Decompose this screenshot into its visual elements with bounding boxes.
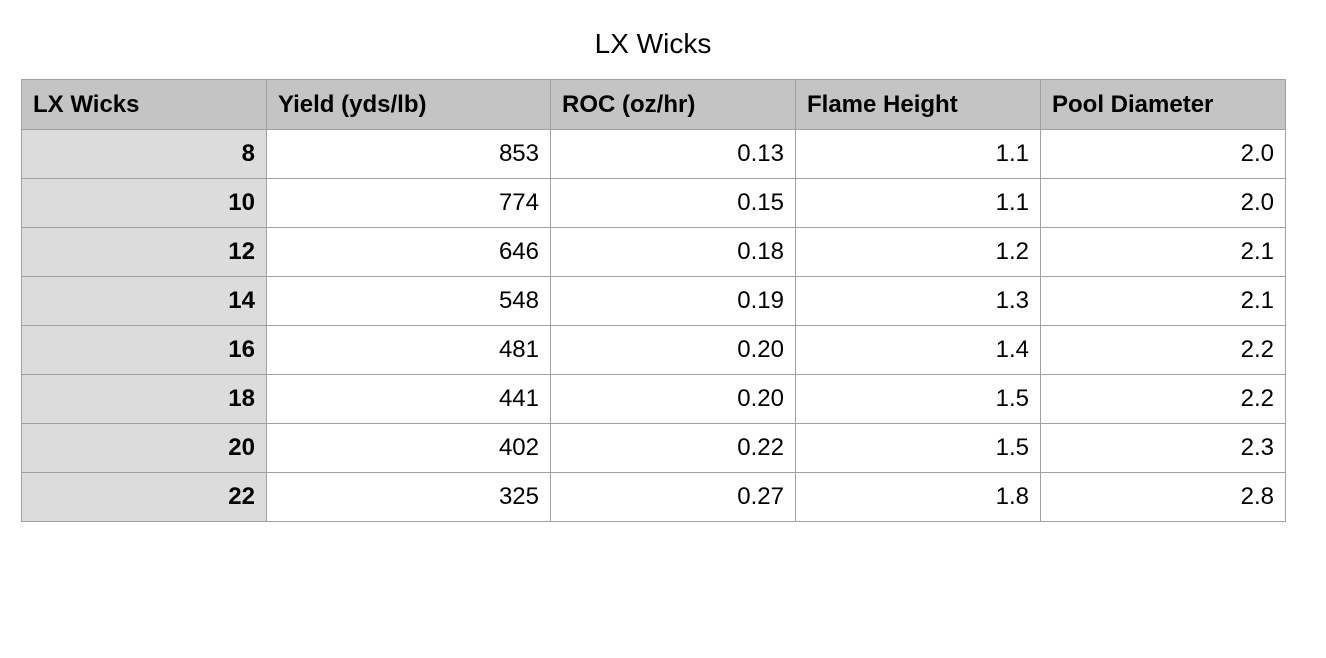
table-row: 18 441 0.20 1.5 2.2	[21, 374, 1286, 424]
table-cell: 481	[266, 325, 551, 375]
column-header: LX Wicks	[21, 79, 267, 130]
table-cell: 1.5	[795, 423, 1041, 473]
table-cell: 2.8	[1040, 472, 1286, 522]
row-header-cell: 18	[21, 374, 267, 424]
row-header-cell: 12	[21, 227, 267, 277]
table-cell: 774	[266, 178, 551, 228]
table-cell: 325	[266, 472, 551, 522]
table-cell: 2.2	[1040, 374, 1286, 424]
table-cell: 0.15	[550, 178, 796, 228]
row-header-cell: 10	[21, 178, 267, 228]
table-cell: 1.1	[795, 178, 1041, 228]
column-header: Pool Diameter	[1040, 79, 1286, 130]
row-header-cell: 16	[21, 325, 267, 375]
table-cell: 402	[266, 423, 551, 473]
table-row: 12 646 0.18 1.2 2.1	[21, 227, 1286, 277]
table-cell: 0.19	[550, 276, 796, 326]
row-header-cell: 14	[21, 276, 267, 326]
table-cell: 1.1	[795, 129, 1041, 179]
table-cell: 853	[266, 129, 551, 179]
column-header: ROC (oz/hr)	[550, 79, 796, 130]
table-body: 8 853 0.13 1.1 2.0 10 774 0.15 1.1 2.0 12 646 0.18 1.…	[21, 129, 1286, 522]
table-cell: 1.8	[795, 472, 1041, 522]
row-header-cell: 20	[21, 423, 267, 473]
table-cell: 2.1	[1040, 276, 1286, 326]
table-cell: 0.13	[550, 129, 796, 179]
header-row: LX Wicks Yield (yds/lb) ROC (oz/hr) Flame H…	[21, 79, 1286, 130]
table-row: 16 481 0.20 1.4 2.2	[21, 325, 1286, 375]
table-cell: 2.3	[1040, 423, 1286, 473]
column-header: Yield (yds/lb)	[266, 79, 551, 130]
table-cell: 0.18	[550, 227, 796, 277]
table-cell: 1.4	[795, 325, 1041, 375]
table-row: 10 774 0.15 1.1 2.0	[21, 178, 1286, 228]
row-header-cell: 22	[21, 472, 267, 522]
table-cell: 0.22	[550, 423, 796, 473]
table-title: LX Wicks	[594, 28, 712, 59]
table-row: 20 402 0.22 1.5 2.3	[21, 423, 1286, 473]
table-cell: 0.27	[550, 472, 796, 522]
table-cell: 548	[266, 276, 551, 326]
table-row: 14 548 0.19 1.3 2.1	[21, 276, 1286, 326]
row-header-cell: 8	[21, 129, 267, 179]
table-cell: 646	[266, 227, 551, 277]
table-cell: 2.0	[1040, 129, 1286, 179]
table-cell: 0.20	[550, 325, 796, 375]
table-row: 8 853 0.13 1.1 2.0	[21, 129, 1286, 179]
table-cell: 2.1	[1040, 227, 1286, 277]
table-cell: 2.2	[1040, 325, 1286, 375]
table-row: 22 325 0.27 1.8 2.8	[21, 472, 1286, 522]
table-cell: 441	[266, 374, 551, 424]
data-table: LX Wicks Yield (yds/lb) ROC (oz/hr) Flame H…	[21, 79, 1286, 522]
table-cell: 2.0	[1040, 178, 1286, 228]
table-cell: 0.20	[550, 374, 796, 424]
table-cell: 1.2	[795, 227, 1041, 277]
table-cell: 1.3	[795, 276, 1041, 326]
column-header: Flame Height	[795, 79, 1041, 130]
table-cell: 1.5	[795, 374, 1041, 424]
